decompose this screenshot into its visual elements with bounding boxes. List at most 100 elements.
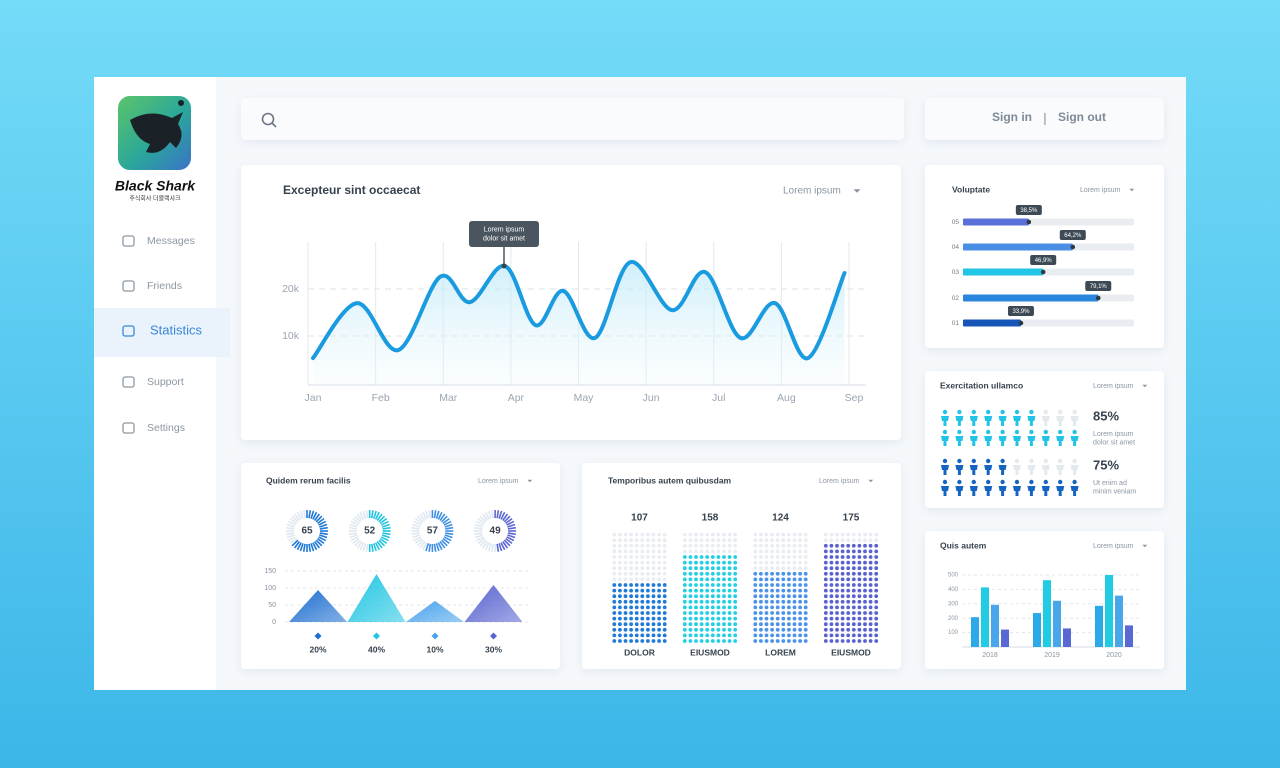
dot bbox=[651, 605, 656, 610]
person-body bbox=[1013, 416, 1021, 426]
dot bbox=[775, 616, 780, 621]
dropdown[interactable]: Lorem ipsum bbox=[1093, 543, 1134, 550]
dot bbox=[775, 627, 780, 632]
dot bbox=[770, 605, 774, 610]
dot bbox=[629, 622, 633, 627]
value-label-box bbox=[1085, 281, 1112, 291]
dot bbox=[781, 583, 786, 587]
dropdown[interactable]: Lorem ipsum bbox=[783, 186, 841, 197]
donut-value: 57 bbox=[427, 526, 439, 537]
dot bbox=[803, 566, 808, 571]
donut-tick bbox=[319, 532, 328, 536]
dot bbox=[863, 639, 867, 643]
dot bbox=[634, 583, 639, 587]
dot bbox=[662, 532, 667, 537]
dot bbox=[823, 611, 828, 615]
dot bbox=[840, 616, 845, 621]
dropdown[interactable]: Lorem ipsum bbox=[1093, 383, 1134, 390]
dot bbox=[705, 549, 710, 554]
dot bbox=[646, 633, 650, 638]
dot bbox=[851, 611, 856, 615]
dot bbox=[770, 566, 774, 571]
progress-end bbox=[1070, 244, 1076, 250]
dropdown-caret bbox=[868, 479, 874, 483]
nav-item[interactable]: Support bbox=[147, 376, 184, 388]
dot bbox=[682, 588, 687, 593]
triangle bbox=[347, 574, 406, 622]
dot bbox=[688, 555, 693, 559]
dot bbox=[764, 605, 769, 610]
nav-item[interactable]: Messages bbox=[147, 235, 195, 247]
dot bbox=[868, 639, 873, 643]
dot bbox=[727, 639, 732, 643]
dropdown[interactable]: Lorem ipsum bbox=[1080, 187, 1121, 194]
x-tick-label: Jul bbox=[712, 392, 725, 404]
dot bbox=[710, 588, 715, 593]
dot bbox=[857, 588, 862, 593]
person-head bbox=[1058, 429, 1063, 435]
dot bbox=[710, 622, 715, 627]
dot bbox=[851, 583, 856, 587]
dot bbox=[823, 633, 828, 638]
dot bbox=[629, 616, 633, 621]
annotation-text: Lorem ipsum bbox=[484, 226, 525, 233]
dropdown[interactable]: Lorem ipsum bbox=[478, 478, 519, 485]
donut-tick bbox=[498, 510, 503, 519]
dot bbox=[646, 599, 650, 604]
dot bbox=[722, 588, 726, 593]
dot bbox=[798, 583, 802, 587]
nav-item[interactable]: Statistics bbox=[150, 322, 203, 337]
dot bbox=[710, 616, 715, 621]
dot bbox=[874, 627, 879, 632]
dot bbox=[699, 555, 704, 559]
donut-tick bbox=[302, 543, 306, 552]
y-tick-label: 200 bbox=[948, 616, 959, 622]
dot bbox=[688, 611, 693, 615]
triangle bbox=[289, 590, 347, 622]
dot bbox=[857, 566, 862, 571]
separator: | bbox=[1043, 110, 1046, 125]
donut bbox=[348, 510, 391, 552]
dot bbox=[710, 555, 715, 559]
dot bbox=[618, 571, 622, 576]
donut-tick bbox=[416, 515, 424, 523]
donut-tick bbox=[502, 513, 509, 521]
dot bbox=[764, 577, 769, 582]
dot bbox=[629, 583, 633, 587]
dot bbox=[803, 627, 808, 632]
dot bbox=[662, 571, 667, 576]
donut-tick bbox=[348, 526, 357, 530]
dot bbox=[775, 594, 780, 599]
person-head bbox=[986, 458, 991, 464]
dot bbox=[651, 532, 656, 537]
dot bbox=[874, 549, 879, 554]
y-tick-label: 50 bbox=[268, 602, 276, 609]
dropdown[interactable]: Lorem ipsum bbox=[819, 478, 860, 485]
dot bbox=[623, 611, 628, 615]
dot bbox=[803, 555, 808, 559]
dot bbox=[640, 611, 645, 615]
dot bbox=[874, 560, 879, 565]
sign-in[interactable]: Sign in bbox=[992, 110, 1032, 124]
dot bbox=[646, 605, 650, 610]
nav-item[interactable]: Friends bbox=[147, 280, 182, 292]
dot bbox=[657, 616, 661, 621]
donut-tick bbox=[286, 534, 295, 539]
dot bbox=[623, 622, 628, 627]
dot bbox=[699, 588, 704, 593]
dot bbox=[846, 549, 851, 554]
dot bbox=[840, 611, 845, 615]
dot bbox=[787, 639, 791, 643]
dot bbox=[803, 583, 808, 587]
dot bbox=[722, 599, 726, 604]
sign-out[interactable]: Sign out bbox=[1058, 110, 1106, 124]
dot bbox=[618, 605, 622, 610]
search-bar[interactable] bbox=[241, 98, 904, 140]
dot bbox=[710, 627, 715, 632]
dot bbox=[781, 538, 786, 543]
dot bbox=[618, 560, 622, 565]
dot bbox=[705, 577, 710, 582]
x-tick-label: Sep bbox=[845, 392, 864, 404]
dot bbox=[705, 633, 710, 638]
nav-item[interactable]: Settings bbox=[147, 422, 185, 434]
